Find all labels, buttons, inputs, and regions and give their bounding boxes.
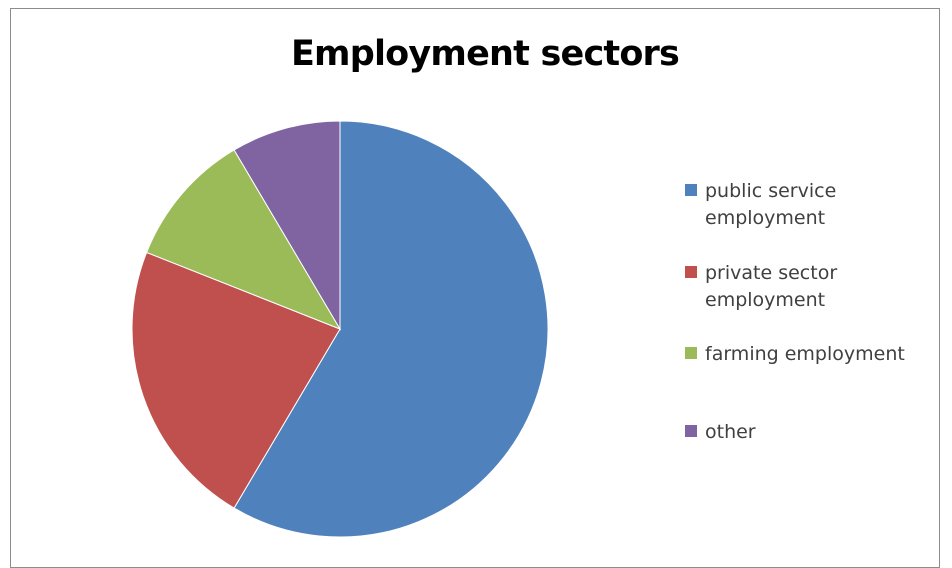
- legend-swatch-farming: [685, 347, 697, 359]
- legend-swatch-public-service: [685, 184, 697, 196]
- legend-label-private-sector: private sector employment: [705, 262, 838, 311]
- legend-label-public-service: public service employment: [705, 180, 837, 229]
- pie-slice-private-sector: [131, 251, 341, 509]
- legend-swatch-private-sector: [685, 266, 697, 278]
- legend-item-other: other: [685, 419, 940, 446]
- legend-label-farming: farming employment: [705, 343, 905, 365]
- legend: public service employment private sector…: [685, 178, 945, 458]
- legend-item-private-sector: private sector employment: [685, 260, 940, 314]
- legend-item-public-service: public service employment: [685, 178, 940, 232]
- pie-slice-farming: [145, 149, 342, 331]
- chart-title: Employment sectors: [290, 34, 680, 74]
- pie-slice-other: [233, 120, 341, 331]
- pie-slice-public-service: [233, 120, 549, 538]
- legend-label-other: other: [705, 421, 756, 443]
- legend-item-farming: farming employment: [685, 341, 940, 368]
- legend-swatch-other: [685, 425, 697, 437]
